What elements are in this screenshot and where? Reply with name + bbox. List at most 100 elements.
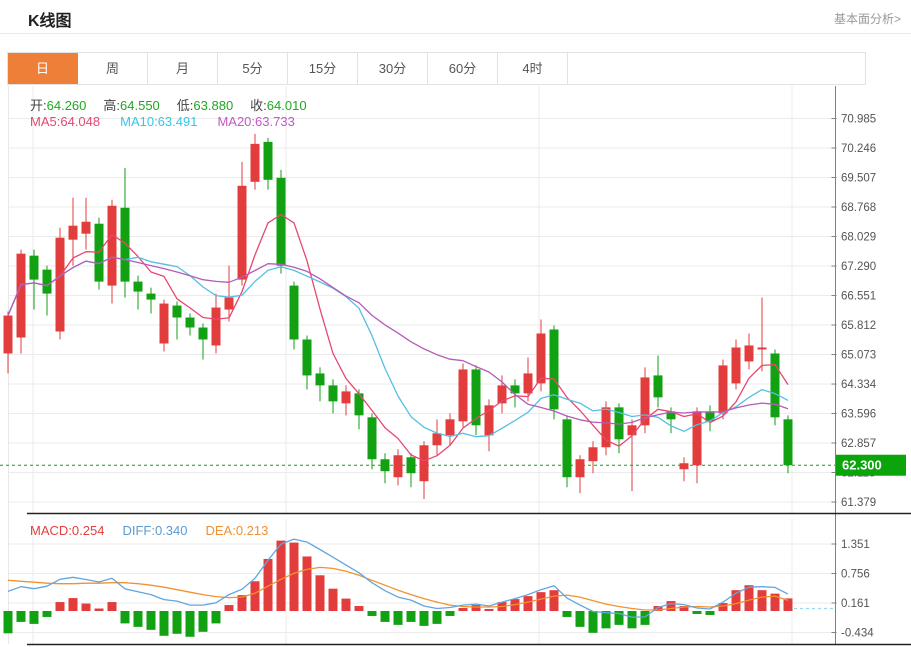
macd-hist-bar [68, 598, 78, 611]
label: 收: [250, 98, 267, 113]
value: 63.880 [193, 98, 234, 113]
candle-body [185, 317, 195, 328]
macd-hist-bar [588, 611, 598, 633]
macd-hist-bar [133, 611, 143, 627]
macd-hist-bar [211, 611, 221, 624]
candle-body [692, 411, 702, 466]
ma5-line [7, 213, 789, 462]
macd-hist-bar [16, 611, 26, 622]
label: MA20: [217, 114, 256, 129]
candle-body [640, 377, 650, 426]
macd-hist-bar [55, 602, 65, 611]
quoteRow-item: 开:64.260 [30, 95, 86, 114]
tab-interval-7[interactable]: 4时 [498, 53, 568, 84]
macd-hist-bar [549, 590, 559, 611]
macd-hist-bar [445, 611, 455, 616]
candle-body [484, 405, 494, 436]
candle-body [263, 141, 273, 180]
candle-body [354, 393, 364, 416]
candle-body [601, 407, 611, 448]
interval-tabs: 日周月 5分 15分 30分 60分 4时 [7, 52, 866, 85]
candle-body [224, 297, 234, 310]
macd-hist-bar [146, 611, 156, 630]
tab-interval-1[interactable]: 周 [78, 53, 148, 84]
macd-hist-bar [315, 575, 325, 611]
candle-body [250, 143, 260, 182]
candle-body [549, 329, 559, 410]
label: MA5: [30, 114, 61, 129]
main-tick-label: 64.334 [841, 379, 877, 391]
macd-hist-bar [744, 585, 754, 611]
candle-body [16, 253, 26, 338]
main-tick-label: 70.246 [841, 143, 876, 155]
candle-body [575, 459, 585, 478]
macdRow-item: DIFF:0.340 [122, 523, 187, 538]
candle-body [783, 419, 793, 466]
tab-interval-5[interactable]: 30分 [358, 53, 428, 84]
candle-body [198, 327, 208, 340]
candle-body [315, 373, 325, 386]
macd-hist-bar [354, 606, 364, 611]
candle-body [653, 375, 663, 398]
fundamental-analysis-link[interactable]: 基本面分析> [833, 12, 901, 26]
candle-body [120, 207, 130, 282]
macd-hist-bar [718, 603, 728, 611]
macd-hist-bar [289, 542, 299, 611]
macd-hist-bar [601, 611, 611, 629]
value: 64.010 [266, 98, 307, 113]
macd-values-row: MACD:0.254 DIFF:0.340 DEA:0.213 [30, 523, 268, 538]
tab-interval-4[interactable]: 15分 [288, 53, 358, 84]
macd-tick-label: 0.756 [841, 569, 870, 581]
maRow-item: MA10:63.491 [120, 114, 197, 129]
macd-hist-bar [341, 598, 351, 611]
candle-body [406, 457, 416, 474]
candle-body [679, 463, 689, 470]
macd-hist-bar [471, 605, 481, 611]
macd-tick-label: 1.351 [841, 539, 870, 551]
macd-hist-bar [81, 603, 91, 611]
value: 63.491 [157, 114, 198, 129]
macd-hist-bar [575, 611, 585, 627]
tab-interval-3[interactable]: 5分 [218, 53, 288, 84]
candle-body [29, 255, 39, 280]
tab-interval-6[interactable]: 60分 [428, 53, 498, 84]
dea-line [7, 566, 789, 611]
macd-hist-bar [302, 556, 312, 611]
tab-interval-2[interactable]: 月 [148, 53, 218, 84]
tab-interval-0[interactable]: 日 [8, 53, 78, 84]
label: 低: [176, 98, 194, 113]
label: MA10: [120, 114, 158, 129]
candle-body [731, 347, 741, 384]
macd-hist-bar [562, 611, 572, 617]
candle-body [718, 365, 728, 414]
macd-hist-bar [29, 611, 39, 624]
macd-tick-label: -0.434 [841, 628, 874, 640]
candle-body [328, 385, 338, 402]
macd-hist-bar [94, 608, 104, 611]
value: 64.550 [120, 98, 160, 113]
ma-values-row: MA5:64.048 MA10:63.491 MA20:63.733 [30, 114, 295, 129]
candle-body [627, 425, 637, 436]
main-tick-label: 65.812 [841, 320, 876, 332]
candle-body [744, 345, 754, 362]
candle-body [211, 307, 221, 346]
macd-hist-bar [679, 606, 689, 611]
macd-hist-bar [692, 611, 702, 614]
main-tick-label: 66.551 [841, 291, 876, 303]
quoteRow-item: 收:64.010 [250, 95, 306, 114]
main-tick-label: 69.507 [841, 173, 876, 185]
candle-body [367, 417, 377, 460]
candle-body [55, 237, 65, 332]
ohlc-row: 开:64.260 高:64.550 低:63.880 收:64.010 [30, 95, 307, 114]
macd-hist-bar [666, 601, 676, 611]
candle-body [3, 315, 13, 354]
quoteRow-item: 高:64.550 [103, 95, 159, 114]
macd-hist-bar [419, 611, 429, 626]
candle-body [159, 303, 169, 344]
macd-hist-bar [770, 593, 780, 611]
macd-hist-bar [198, 611, 208, 632]
macd-hist-bar [523, 596, 533, 611]
maRow-item: MA20:63.733 [217, 114, 294, 129]
value: 0.213 [235, 523, 269, 538]
